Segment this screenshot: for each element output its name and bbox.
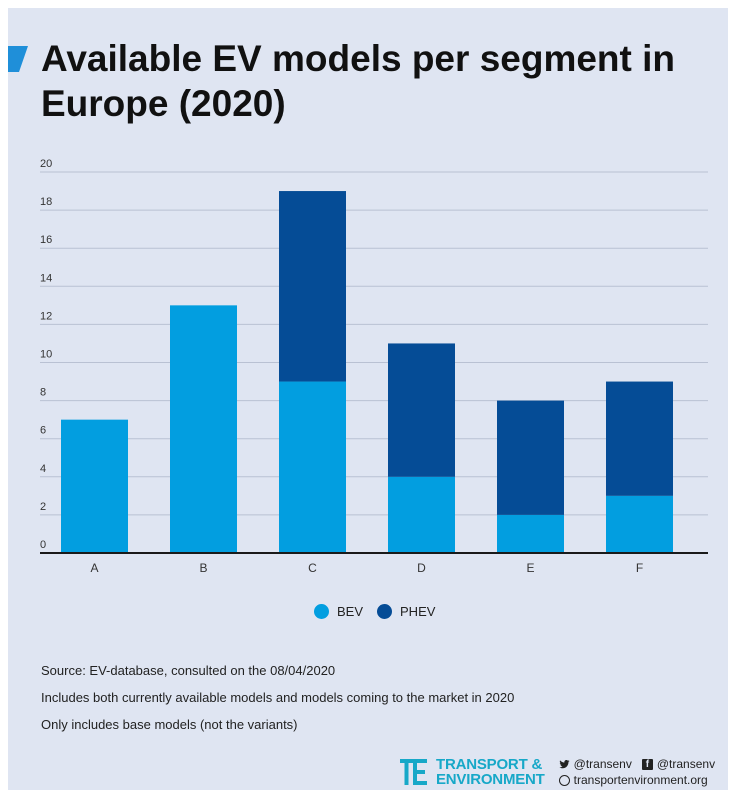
- x-tick-label: E: [526, 561, 534, 575]
- y-tick-label: 4: [40, 463, 46, 475]
- bar-bev-d: [388, 476, 455, 553]
- chart-title: Available EV models per segment in Europ…: [41, 38, 676, 124]
- legend-swatch: [377, 604, 393, 619]
- brand-line-1: TRANSPORT &: [436, 756, 543, 773]
- y-tick-label: 18: [40, 196, 52, 208]
- twitter-handle[interactable]: @transenv: [573, 757, 632, 771]
- legend-swatch: [314, 604, 329, 619]
- y-tick-label: 10: [40, 349, 52, 361]
- scope-note: Includes both currently available models…: [41, 690, 515, 705]
- facebook-icon: f: [641, 758, 653, 770]
- chart-notes: Source: EV-database, consulted on the 08…: [41, 663, 514, 744]
- y-tick-label: 2: [40, 501, 46, 513]
- bar-bev-a: [61, 419, 128, 553]
- bar-bev-f: [606, 495, 673, 553]
- transport-environment-logo-icon: [400, 759, 427, 785]
- variants-note: Only includes base models (not the varia…: [41, 717, 298, 732]
- y-tick-label: 0: [40, 539, 46, 551]
- legend-item-bev: BEV: [314, 604, 363, 619]
- y-tick-label: 16: [40, 234, 52, 246]
- social-links: @transenv f @transenv transportenvironme…: [558, 756, 716, 788]
- x-tick-label: F: [636, 561, 643, 575]
- x-tick-label: A: [90, 561, 98, 575]
- bar-phev-d: [388, 343, 455, 477]
- legend-label: BEV: [337, 604, 364, 619]
- footer: TRANSPORT & ENVIRONMENT @transenv f @tra…: [400, 756, 715, 788]
- bar-bev-e: [497, 514, 564, 553]
- y-tick-label: 20: [40, 158, 52, 170]
- brand-line-2: ENVIRONMENT: [436, 771, 545, 788]
- bar-bev-c: [279, 381, 346, 553]
- y-tick-label: 8: [40, 387, 46, 399]
- x-tick-label: D: [417, 561, 426, 575]
- chart-legend: BEV PHEV: [314, 604, 449, 619]
- globe-icon: [558, 774, 570, 786]
- bar-phev-c: [279, 191, 346, 382]
- legend-label: PHEV: [400, 604, 436, 619]
- y-tick-label: 12: [40, 310, 52, 322]
- legend-item-phev: PHEV: [377, 604, 435, 619]
- brand-name: TRANSPORT & ENVIRONMENT: [436, 757, 545, 787]
- x-tick-label: C: [308, 561, 317, 575]
- twitter-icon: [559, 759, 570, 768]
- facebook-handle[interactable]: @transenv: [656, 757, 716, 771]
- source-note: Source: EV-database, consulted on the 08…: [41, 663, 336, 678]
- bar-chart: 0 2 4 6 8 10 12 14 16 18 20 A B C D E F: [40, 158, 708, 575]
- x-tick-label: B: [199, 561, 207, 575]
- y-tick-label: 14: [40, 272, 52, 284]
- infographic-card: Available EV models per segment in Europ…: [8, 8, 728, 790]
- y-tick-label: 6: [40, 425, 46, 437]
- bar-bev-b: [170, 305, 237, 553]
- bar-phev-e: [497, 400, 564, 515]
- website-link[interactable]: transportenvironment.org: [573, 773, 708, 787]
- bar-phev-f: [606, 381, 673, 496]
